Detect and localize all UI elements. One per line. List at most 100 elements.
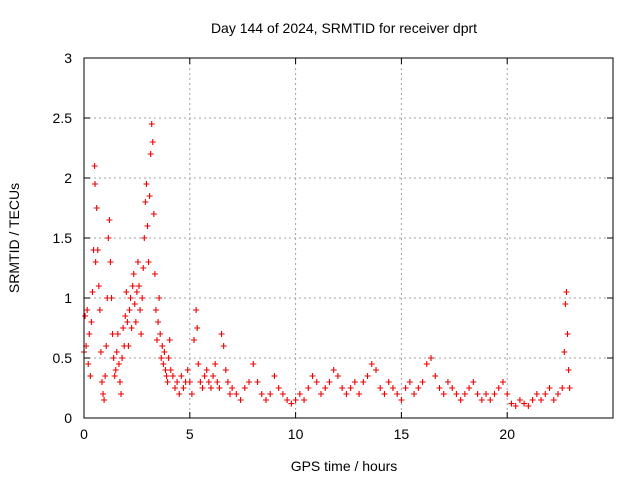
data-point: [91, 163, 98, 169]
y-axis-title: SRMTID / TECUs: [6, 183, 22, 293]
data-point: [199, 385, 206, 391]
data-point: [205, 379, 212, 385]
data-point: [167, 367, 174, 373]
data-point: [171, 385, 178, 391]
data-point: [157, 331, 164, 337]
data-point: [161, 349, 168, 355]
data-point: [186, 379, 193, 385]
data-point: [461, 391, 468, 397]
y-tick-label: 2.5: [53, 110, 73, 126]
data-point: [398, 397, 405, 403]
data-point: [110, 355, 117, 361]
data-point: [521, 400, 528, 407]
data-point: [402, 385, 409, 391]
data-point: [538, 397, 545, 403]
data-point: [203, 367, 210, 373]
data-point: [119, 355, 126, 361]
data-point: [317, 391, 324, 397]
data-point: [136, 283, 143, 289]
data-point: [561, 349, 568, 355]
data-point: [237, 397, 244, 403]
data-point: [214, 379, 221, 385]
data-point: [474, 391, 481, 397]
data-point: [123, 289, 130, 295]
data-point: [163, 373, 170, 379]
data-point: [150, 211, 157, 217]
data-point: [218, 331, 225, 337]
data-point: [101, 397, 108, 403]
data-point: [381, 391, 388, 397]
data-point: [87, 373, 94, 379]
data-point: [563, 289, 570, 295]
data-point: [394, 391, 401, 397]
data-point: [96, 307, 103, 313]
data-point: [180, 385, 187, 391]
data-point: [165, 355, 172, 361]
axis-ticks: [83, 57, 613, 419]
data-point: [184, 367, 191, 373]
data-point: [565, 367, 572, 373]
data-point: [174, 379, 181, 385]
data-point: [309, 373, 316, 379]
data-point: [115, 361, 122, 367]
data-point: [132, 319, 139, 325]
data-point: [148, 121, 155, 127]
data-point: [254, 379, 261, 385]
data-point: [162, 367, 169, 373]
data-point: [368, 361, 375, 367]
data-point: [154, 337, 161, 343]
data-point: [151, 271, 158, 277]
data-point: [142, 199, 149, 205]
data-point: [334, 373, 341, 379]
data-point: [495, 385, 502, 391]
data-point: [125, 343, 132, 349]
data-point: [351, 379, 358, 385]
data-point: [164, 379, 171, 385]
data-point: [470, 379, 477, 385]
y-tick-label: 2: [64, 170, 72, 186]
data-point: [145, 259, 152, 265]
data-point: [103, 343, 110, 349]
data-point: [504, 391, 511, 397]
y-tick-label: 3: [64, 50, 72, 66]
data-point: [525, 403, 532, 409]
data-point: [436, 385, 443, 391]
data-point: [126, 307, 133, 313]
data-point: [487, 397, 494, 403]
data-point: [227, 391, 234, 397]
data-point: [292, 397, 299, 403]
data-point: [100, 391, 107, 397]
data-point: [271, 373, 278, 379]
y-tick-label: 0: [64, 410, 72, 426]
data-point: [197, 379, 204, 385]
data-point: [158, 355, 165, 361]
data-point: [415, 385, 422, 391]
data-point: [138, 331, 145, 337]
data-point: [137, 307, 144, 313]
data-point: [85, 361, 92, 367]
data-point: [178, 373, 185, 379]
data-point: [194, 325, 201, 331]
data-point: [128, 325, 135, 331]
data-point: [92, 259, 99, 265]
data-point: [457, 397, 464, 403]
data-point: [207, 385, 214, 391]
data-point: [159, 343, 166, 349]
data-point: [82, 313, 89, 319]
data-point: [188, 391, 195, 397]
data-point: [419, 379, 426, 385]
data-point: [120, 325, 127, 331]
data-point: [516, 397, 523, 403]
data-point: [109, 331, 116, 337]
y-tick-label: 1.5: [53, 230, 73, 246]
data-point: [139, 295, 146, 301]
data-point: [428, 355, 435, 361]
data-point: [166, 337, 173, 343]
data-point: [114, 331, 121, 337]
data-point: [224, 379, 231, 385]
data-point: [107, 259, 114, 265]
x-tick-label: 15: [394, 426, 410, 442]
y-tick-label: 1: [64, 290, 72, 306]
data-point: [113, 349, 120, 355]
